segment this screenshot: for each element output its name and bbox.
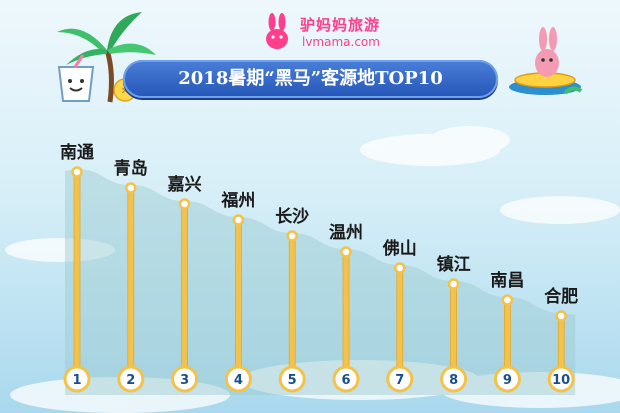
bar-top-dot [232, 214, 245, 226]
bar [127, 187, 135, 380]
bar-top-dot [394, 262, 406, 274]
rank-circle [278, 365, 306, 393]
rank-circle [547, 365, 575, 393]
rank-label: 6 [341, 373, 350, 388]
bunny-logo-icon [266, 13, 288, 49]
city-label: 长沙 [275, 206, 309, 227]
brand-url: lvmama.com [302, 35, 380, 49]
rank-label: 8 [449, 373, 458, 388]
rank-label: 9 [503, 373, 512, 388]
brand-name-cn: 驴妈妈旅游 [300, 16, 381, 34]
bar-top-dot [71, 166, 83, 178]
bar [73, 171, 81, 380]
city-label: 南通 [60, 142, 94, 163]
rank-circle [117, 365, 145, 393]
city-label: 佛山 [382, 238, 417, 259]
rank-circle [440, 365, 468, 393]
rank-label: 1 [72, 373, 81, 388]
rank-circle [171, 365, 199, 393]
city-label: 青岛 [114, 158, 148, 179]
city-label: 福州 [220, 190, 255, 211]
rank-label: 10 [552, 373, 570, 388]
drink-cup-icon [57, 55, 95, 102]
surfing-bunny-decoration [509, 27, 583, 95]
rank-circle [224, 365, 252, 393]
rank-label: 3 [180, 373, 189, 388]
bar [234, 219, 242, 380]
bar [288, 235, 296, 380]
bar-top-dot [501, 294, 514, 306]
bar [181, 203, 189, 380]
rank-circle [386, 365, 414, 393]
bar-top-dot [125, 182, 137, 194]
bar-top-dot [340, 246, 352, 258]
title-banner: 2018暑期“黑马”客源地TOP10 [123, 60, 498, 98]
rank-label: 5 [288, 373, 297, 388]
trend-area [65, 169, 576, 395]
bar [396, 267, 404, 380]
city-label: 合肥 [544, 286, 578, 307]
city-label: 嘉兴 [167, 174, 202, 195]
bar-top-dot [178, 198, 191, 210]
rank-label: 7 [395, 373, 404, 388]
bar-top-dot [286, 230, 298, 242]
bar-top-dot [447, 278, 460, 290]
svg-text:✕: ✕ [121, 86, 129, 97]
rank-circle [332, 365, 360, 393]
rank-circle [493, 365, 521, 393]
rank-circle [63, 365, 91, 393]
bar [450, 283, 458, 380]
bar-top-dot [555, 310, 567, 322]
brand-logo: 驴妈妈旅游 lvmama.com [258, 10, 388, 56]
city-label: 南昌 [490, 270, 524, 291]
city-label: 温州 [329, 223, 363, 243]
rank-label: 2 [126, 373, 135, 388]
rank-label: 4 [234, 373, 243, 388]
city-label: 镇江 [437, 254, 471, 275]
chart-title: 2018暑期“黑马”客源地TOP10 [178, 68, 443, 89]
bar [342, 251, 350, 380]
